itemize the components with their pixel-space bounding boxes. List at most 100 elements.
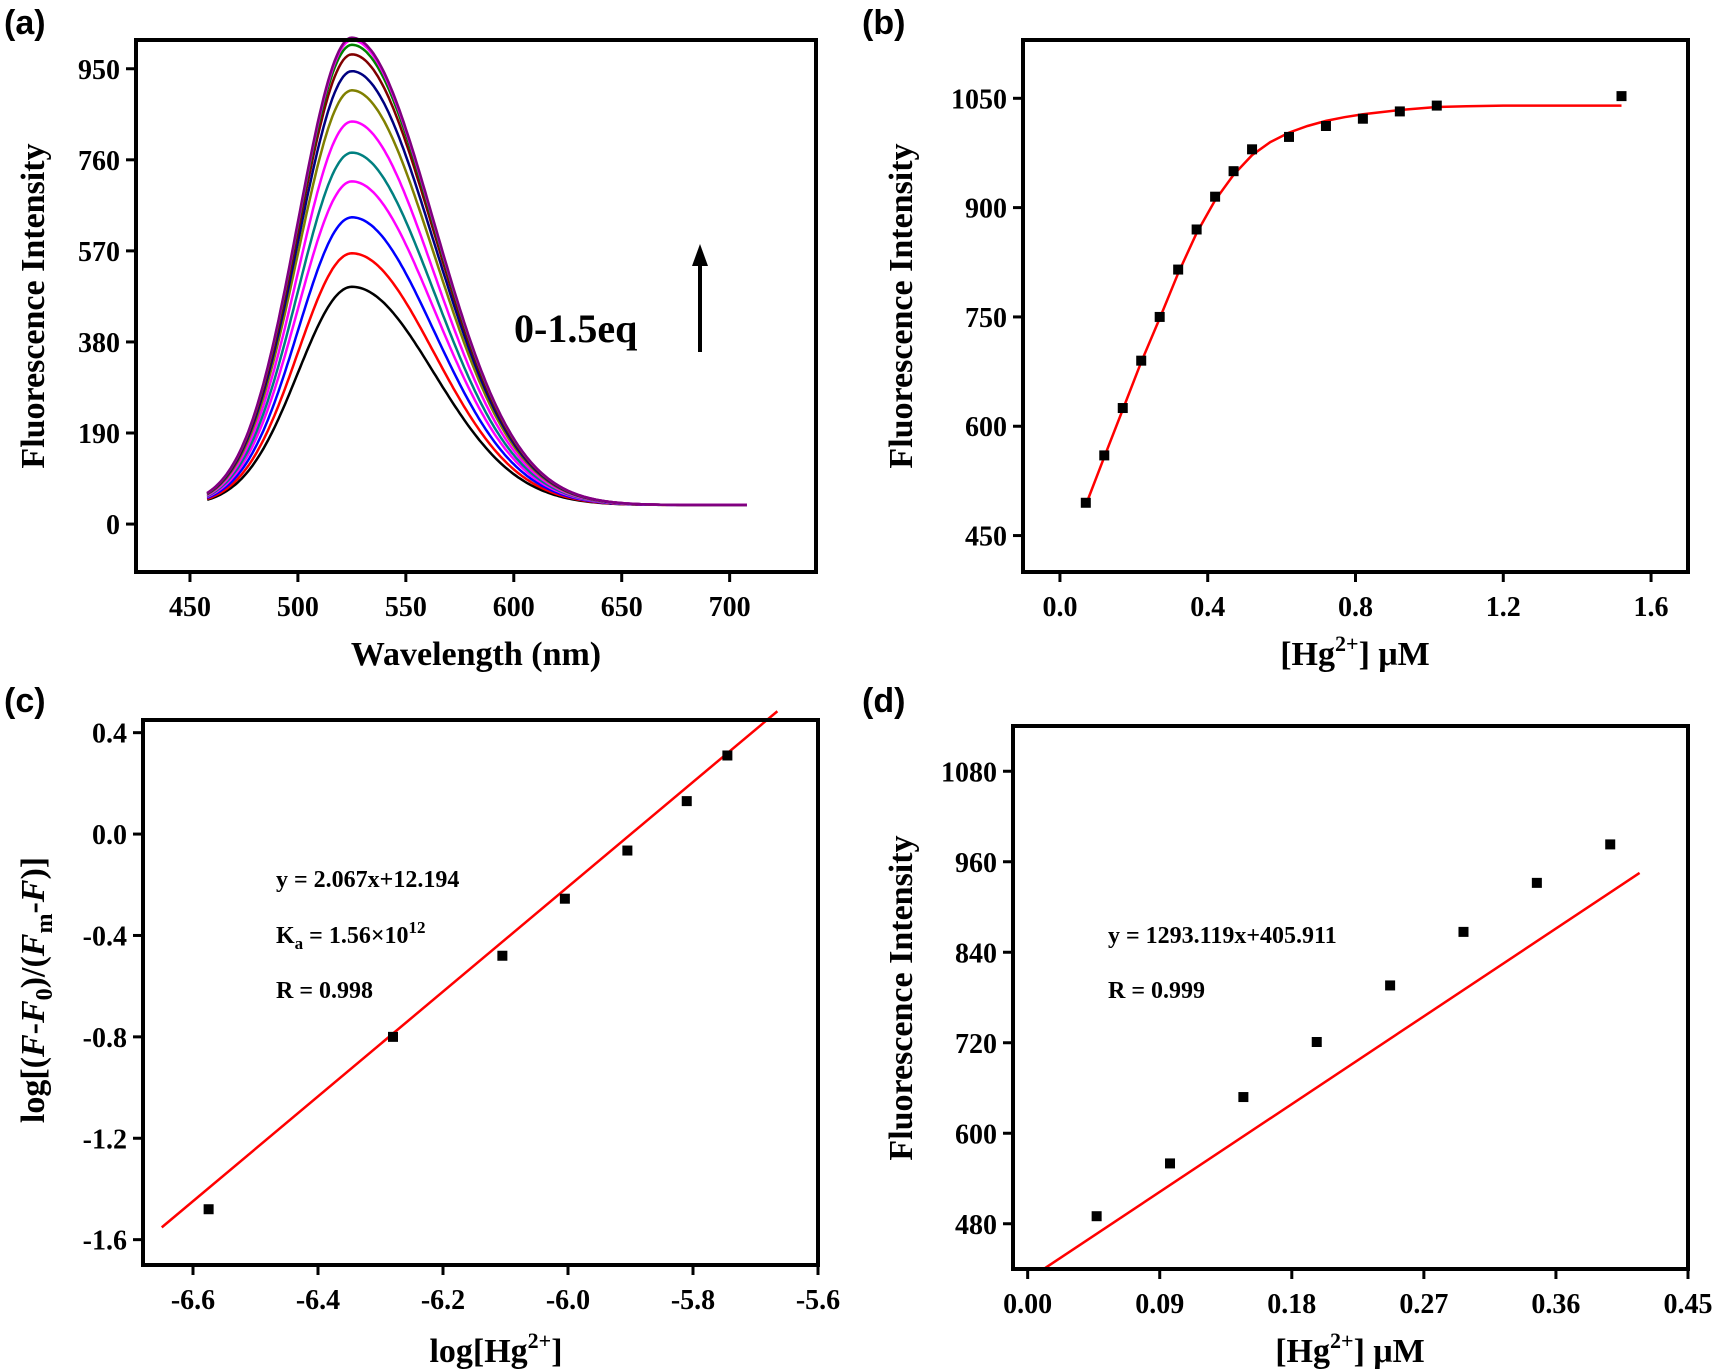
panel-b-data-point: [1228, 166, 1239, 177]
panel-a-frame: [134, 38, 818, 574]
panel-c: (c) -6.6 -6.4 -6.2 -6.0 -5.8 -5.6 -1.6 -1.2 -0.8…: [4, 682, 840, 1370]
panel-d-ticks: 0.00 0.09 0.18 0.27 0.36 0.45 480 600 720 840 960 1…: [941, 757, 1713, 1320]
panel-a-x-tick-label: 500: [277, 592, 319, 623]
panel-a-y-tick-label: 570: [78, 237, 120, 268]
panel-label-c: (c): [4, 682, 46, 720]
panel-label-b: (b): [862, 4, 905, 42]
panel-d-y-tick-label: 720: [955, 1029, 997, 1060]
panel-d-data-point: [1458, 926, 1469, 937]
panel-a-x-tick-label: 550: [385, 592, 427, 623]
panel-b-y-axis-title: Fluorescence Intensity: [883, 143, 920, 468]
panel-d-data-point: [1091, 1211, 1102, 1222]
panel-b: (b) 0.0 0.4 0.8 1.2 1.6 450 600 750 900 1050 [Hg2…: [862, 4, 1690, 673]
panel-d-x-tick-label: 0.18: [1267, 1289, 1316, 1320]
panel-c-y-axis-title: log[(F-F0)/(Fm-F)]: [15, 857, 58, 1123]
panel-b-x-tick-label: 0.0: [1042, 592, 1077, 623]
panel-d-x-tick-label: 0.00: [1003, 1289, 1052, 1320]
panel-b-data-point: [1394, 106, 1405, 117]
panel-a-y-tick-label: 760: [78, 146, 120, 177]
panel-c-data-point: [559, 893, 570, 904]
panel-a-equivalents-annotation: 0-1.5eq: [514, 306, 637, 351]
panel-d-fit-equation: y = 1293.119x+405.911: [1108, 923, 1337, 949]
panel-a-y-tick-label: 950: [78, 55, 120, 86]
panel-c-x-tick-label: -6.2: [421, 1285, 465, 1316]
panel-b-data-point: [1431, 100, 1442, 111]
panel-c-data-point: [388, 1031, 398, 1042]
panel-a-x-tick-label: 700: [709, 592, 751, 623]
panel-c-r-value: R = 0.998: [276, 978, 373, 1004]
panel-d-x-tick-label: 0.27: [1399, 1289, 1448, 1320]
panel-c-data-point: [622, 845, 633, 856]
panel-d-y-axis-title: Fluorescence Intensity: [883, 835, 920, 1160]
panel-c-ka-value: Ka = 1.56×1012: [276, 918, 426, 953]
panel-c-y-tick-label: -1.6: [83, 1226, 127, 1257]
panel-d-data-point: [1165, 1158, 1176, 1169]
panel-c-y-tick-label: -0.4: [83, 921, 127, 952]
panel-b-data-point: [1191, 224, 1202, 235]
panel-a-y-tick-label: 380: [78, 328, 120, 359]
panel-b-x-tick-label: 0.4: [1190, 592, 1225, 623]
panel-b-data-point: [1284, 131, 1294, 142]
panel-c-x-tick-label: -5.8: [671, 1285, 715, 1316]
panel-a-y-axis-title: Fluorescence Intensity: [15, 143, 52, 468]
panel-a-spectrum-line: [206, 36, 747, 507]
panel-d-frame: [1011, 724, 1690, 1271]
panel-d-x-axis-title: [Hg2+] μM: [1275, 1328, 1425, 1370]
panel-b-data-point: [1136, 355, 1147, 366]
panel-c-ticks: -6.6 -6.4 -6.2 -6.0 -5.8 -5.6 -1.6 -1.2 -0.8 -0.4…: [83, 719, 840, 1316]
panel-d-y-tick-label: 840: [955, 938, 997, 969]
panel-b-y-tick-label: 1050: [951, 84, 1007, 115]
panel-b-data-point: [1117, 403, 1128, 414]
panel-b-ticks: 0.0 0.4 0.8 1.2 1.6 450 600 750 900 1050: [951, 84, 1669, 623]
panel-a-y-tick-label: 0: [106, 510, 120, 541]
panel-a: (a) 450 500 550 600 650 700 0 190 380 570 760 950 W…: [4, 4, 818, 673]
panel-c-y-tick-label: -0.8: [83, 1023, 127, 1054]
panel-b-plot-area: [1080, 91, 1627, 508]
panel-d-y-tick-label: 1080: [941, 757, 997, 788]
panel-d-data-point: [1238, 1092, 1249, 1103]
panel-b-data-point: [1616, 91, 1627, 102]
panel-d-y-tick-label: 600: [955, 1119, 997, 1150]
panel-c-fit-line: [160, 710, 779, 1229]
panel-c-x-tick-label: -6.6: [171, 1285, 215, 1316]
panel-c-data-point: [497, 950, 508, 961]
panel-b-data-point: [1173, 264, 1184, 275]
panel-c-x-axis-title: log[Hg2+]: [429, 1328, 562, 1370]
panel-d-fit-line: [1044, 871, 1641, 1269]
panel-c-y-tick-label: 0.4: [92, 719, 127, 750]
panel-d-data-point: [1385, 980, 1396, 991]
panel-a-x-tick-label: 450: [169, 592, 211, 623]
panel-a-y-tick-label: 190: [78, 419, 120, 450]
panel-c-plot-area: [160, 710, 779, 1229]
panel-d-x-tick-label: 0.45: [1664, 1289, 1713, 1320]
panel-d-y-tick-label: 480: [955, 1210, 997, 1241]
panel-b-data-point: [1080, 497, 1091, 508]
panel-d-plot-area: [1044, 839, 1641, 1269]
panel-label-a: (a): [4, 4, 46, 42]
panel-a-x-tick-label: 600: [493, 592, 535, 623]
panel-b-y-tick-label: 750: [965, 303, 1007, 334]
panel-a-plot-area: [206, 36, 747, 507]
panel-c-y-tick-label: 0.0: [92, 820, 127, 851]
panel-a-up-arrow-icon: [692, 244, 708, 352]
panel-label-d: (d): [862, 682, 905, 720]
panel-b-data-point: [1357, 113, 1368, 124]
panel-c-x-tick-label: -5.6: [796, 1285, 840, 1316]
panel-b-data-point: [1320, 120, 1331, 131]
panel-c-frame: [141, 718, 820, 1267]
panel-c-data-point: [203, 1204, 214, 1215]
panel-d-y-tick-label: 960: [955, 848, 997, 879]
panel-d: (d) 0.00 0.09 0.18 0.27 0.36 0.45 480 600 720 840…: [862, 682, 1713, 1370]
panel-b-data-point: [1154, 311, 1165, 322]
panel-d-x-tick-label: 0.09: [1135, 1289, 1184, 1320]
panel-c-data-point: [722, 750, 733, 761]
panel-b-y-tick-label: 600: [965, 412, 1007, 443]
panel-c-x-tick-label: -6.0: [546, 1285, 590, 1316]
panel-c-x-tick-label: -6.4: [296, 1285, 340, 1316]
panel-b-x-tick-label: 1.2: [1486, 592, 1521, 623]
panel-c-y-tick-label: -1.2: [83, 1124, 127, 1155]
panel-b-x-axis-title: [Hg2+] μM: [1280, 631, 1430, 673]
panel-b-data-point: [1099, 450, 1110, 461]
